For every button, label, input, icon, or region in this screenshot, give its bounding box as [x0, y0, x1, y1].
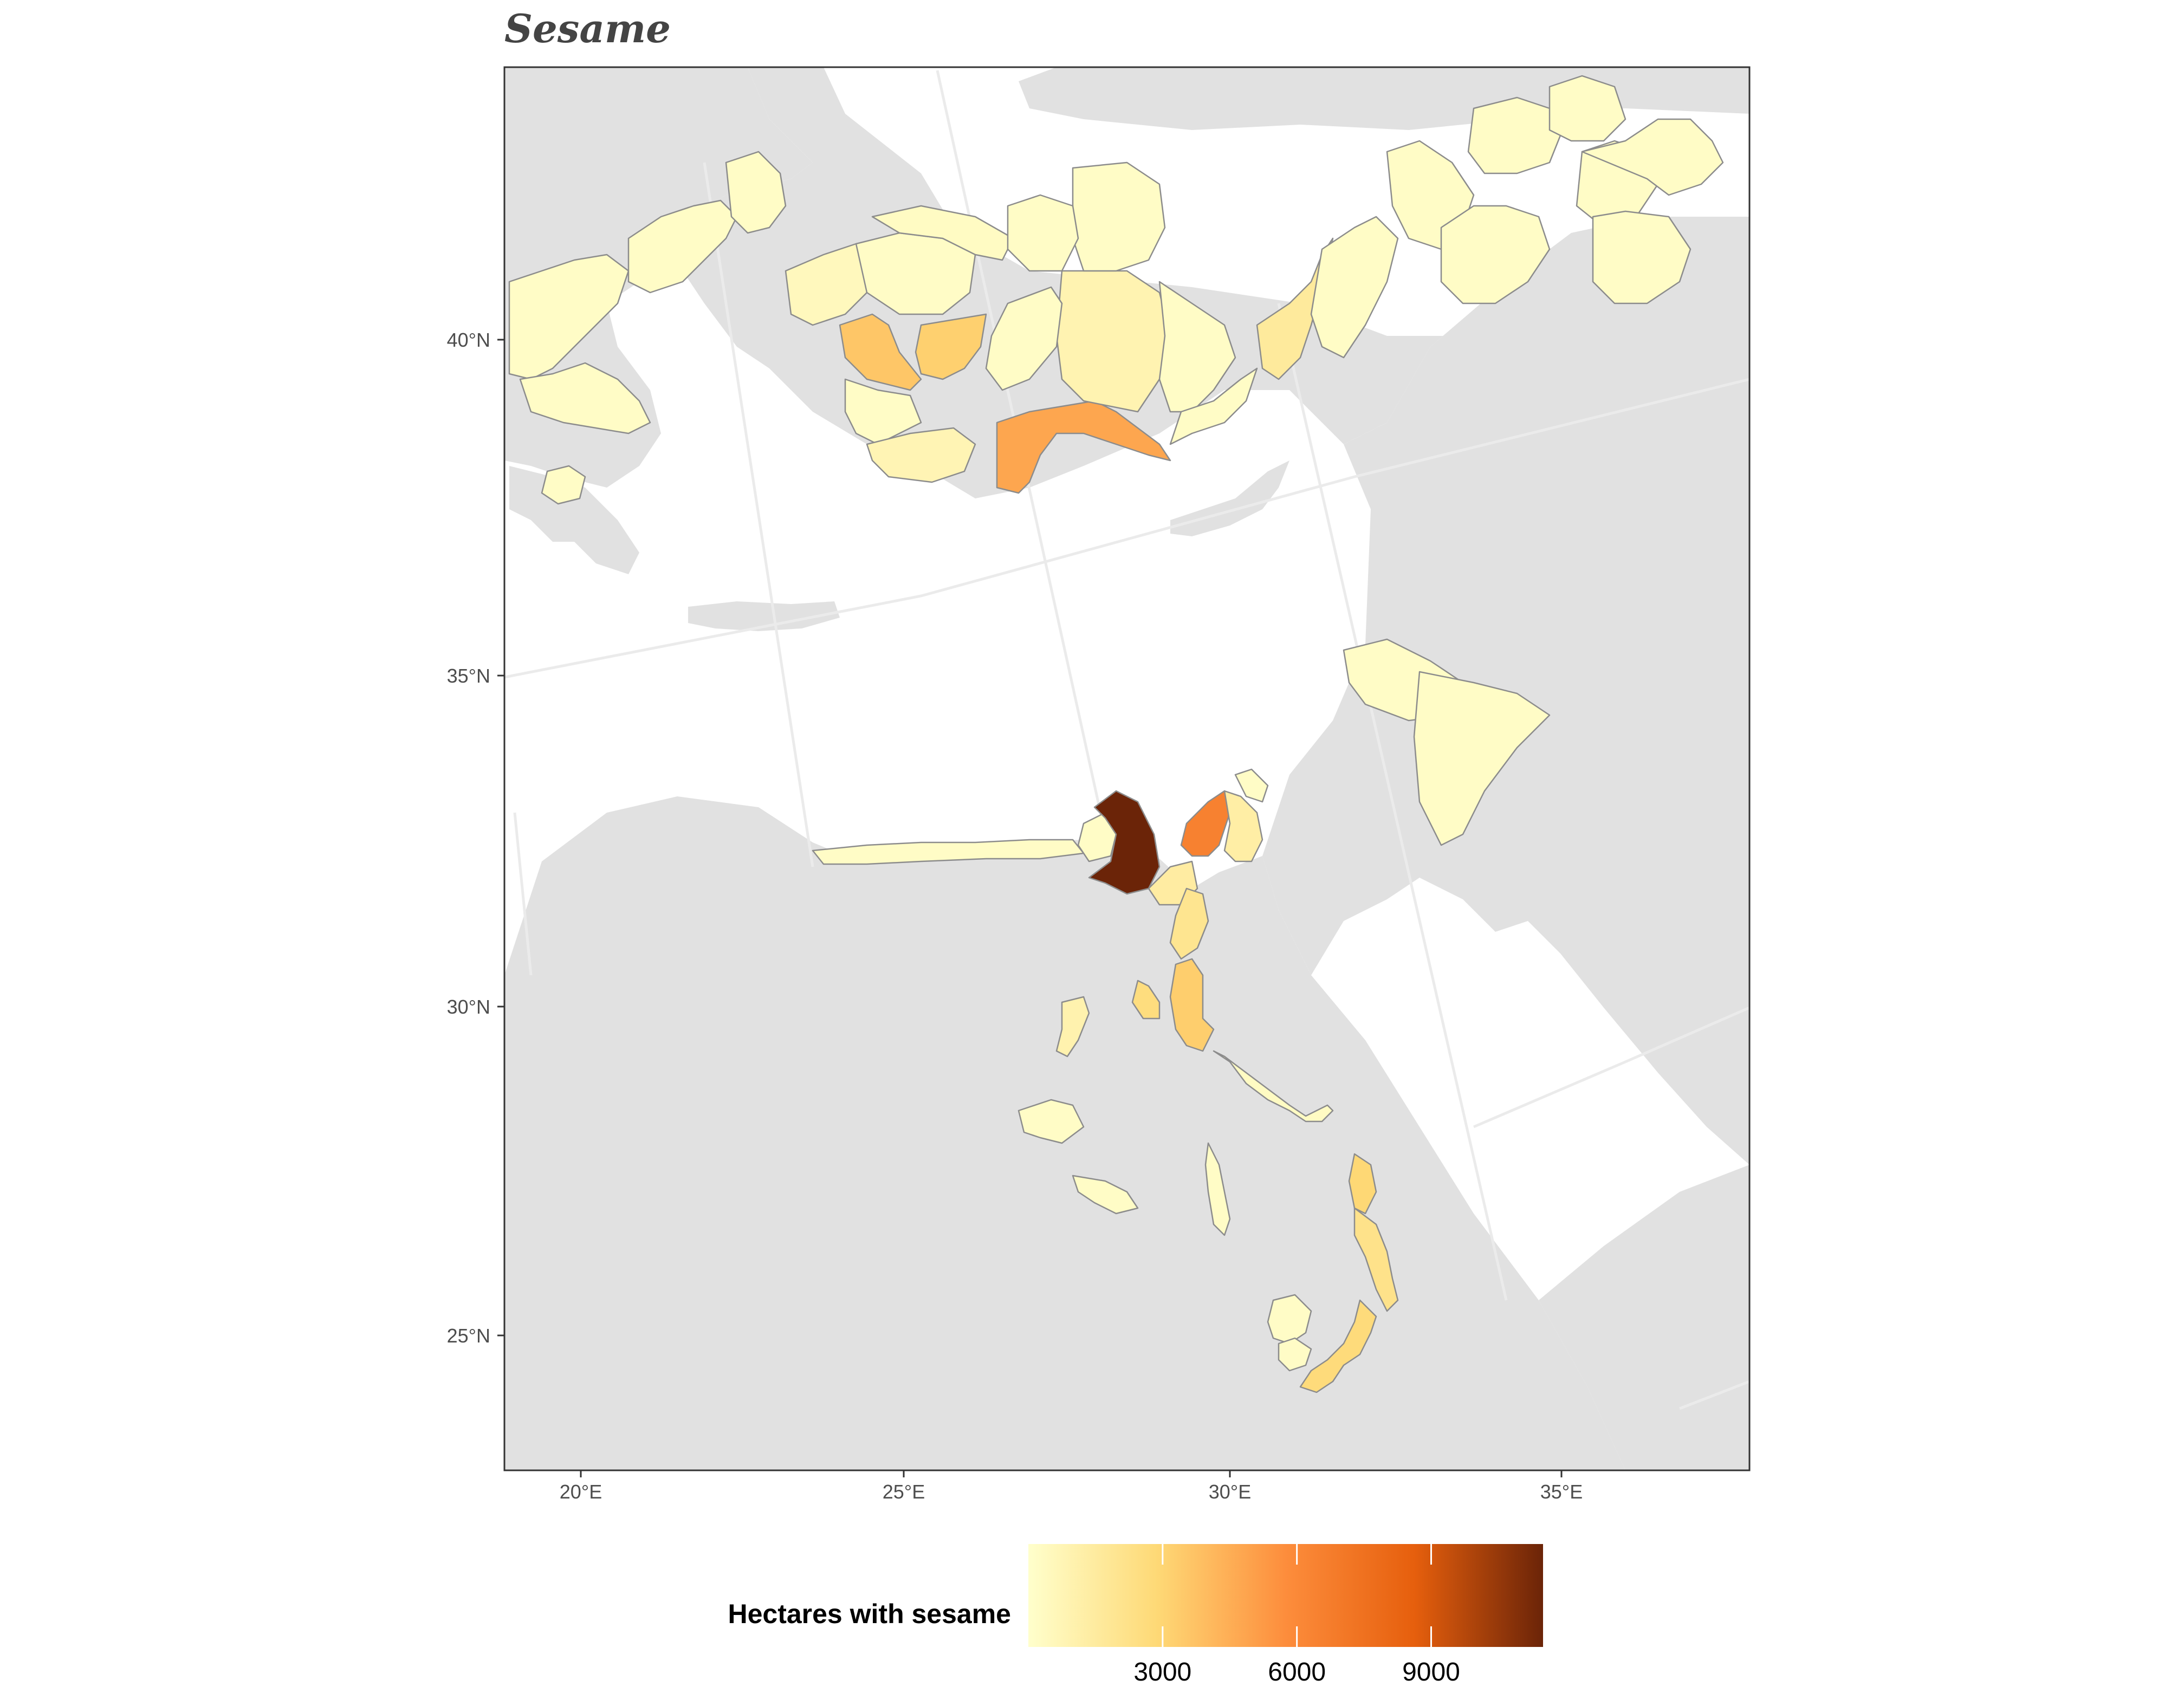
cyprus-island [1170, 460, 1289, 536]
x-axis: 20°E 25°E 30°E 35°E [560, 1470, 1583, 1503]
region-qena [1353, 1207, 1399, 1312]
region-attica [541, 465, 586, 505]
region-manisa [839, 313, 922, 391]
region-luxor-aswan [1299, 1299, 1377, 1393]
y-tick-label: 40°N [447, 329, 490, 351]
x-tick-label: 20°E [560, 1481, 602, 1503]
region-hatay [1169, 367, 1258, 445]
legend-tick-label: 9000 [1402, 1658, 1460, 1686]
legend-color-bar [1028, 1544, 1543, 1647]
region-dakhla [1072, 1175, 1139, 1215]
y-axis: 40°N 35°N 30°N 25°N [447, 329, 504, 1347]
legend-ticks: 3000 6000 9000 [1133, 1544, 1460, 1686]
region-farafra [1018, 1099, 1085, 1144]
x-tick-label: 35°E [1540, 1481, 1583, 1503]
region-caucasus-east [1581, 118, 1724, 196]
region-new-valley [1204, 1142, 1231, 1236]
region-ankara [1072, 161, 1166, 272]
region-ismailia [1223, 790, 1263, 862]
panel-border [503, 66, 1751, 1471]
y-tick-label: 25°N [447, 1325, 490, 1347]
region-kharga [1267, 1294, 1312, 1345]
legend-tick-label: 6000 [1268, 1658, 1326, 1686]
region-diyarbakir [1440, 205, 1551, 304]
region-sirnak [1592, 210, 1692, 304]
region-erzurum [1467, 96, 1561, 174]
region-cankiri [1007, 194, 1079, 272]
region-bursa [871, 205, 1014, 261]
region-antalya-coast [996, 400, 1171, 494]
region-kars [1548, 75, 1626, 142]
x-tick-label: 25°E [883, 1481, 925, 1503]
region-beni-suef [1169, 887, 1209, 960]
region-central-greece [519, 362, 651, 434]
region-red-sea-governorate [1278, 1337, 1312, 1372]
region-jordan [1413, 671, 1551, 846]
anatolia-land [672, 67, 1749, 498]
region-konya [1055, 270, 1171, 413]
region-minya [1169, 958, 1215, 1052]
region-beheira [1088, 790, 1161, 895]
region-bahariya [1055, 996, 1090, 1058]
region-assiut [1213, 1050, 1334, 1123]
region-faiyum-oasis [1131, 980, 1161, 1020]
x-tick-label: 30°E [1209, 1481, 1251, 1503]
regions-layer [508, 75, 1724, 1393]
region-aydin [866, 427, 976, 483]
map-title: Sesame [504, 5, 671, 51]
siwa-oasis [845, 994, 899, 1008]
map-panel [504, 67, 1749, 1470]
color-legend: Hectares with sesame 3000 6000 9000 [728, 1544, 1543, 1686]
red-sea-eastern-coast [1539, 1165, 1749, 1470]
legend-tick-label: 3000 [1133, 1658, 1191, 1686]
region-usak [915, 313, 987, 380]
region-afyon [985, 286, 1063, 391]
region-macedonia [627, 199, 738, 294]
y-tick-label: 35°N [447, 665, 490, 687]
region-izmir [844, 378, 922, 445]
region-kastamonu [1158, 281, 1236, 413]
legend-title: Hectares with sesame [728, 1599, 1011, 1629]
y-tick-label: 30°N [447, 996, 490, 1018]
crete-island [688, 601, 840, 631]
region-north-aegean [725, 151, 787, 234]
region-kahramanmaras [1310, 216, 1399, 359]
region-sohag [1348, 1153, 1377, 1215]
region-port-said [1234, 768, 1269, 803]
region-sharqia [1180, 790, 1231, 857]
